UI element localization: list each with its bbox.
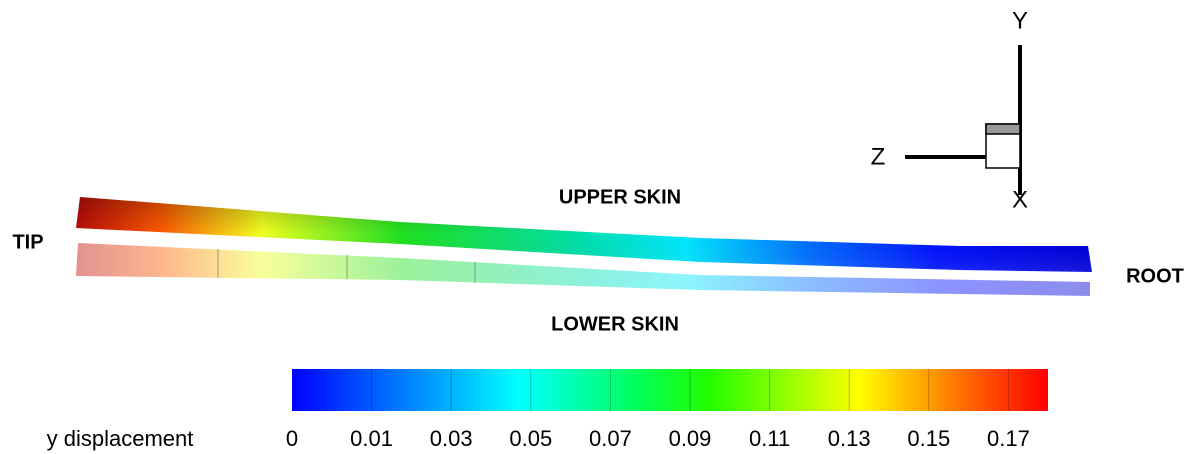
colorbar (292, 369, 1048, 411)
upper-skin-label: UPPER SKIN (559, 186, 681, 208)
colorbar-tick-label: 0.01 (350, 426, 393, 451)
colorbar-tick-label: 0.05 (509, 426, 552, 451)
colorbar-tick-label: 0.17 (987, 426, 1030, 451)
colorbar-tick-label: 0 (286, 426, 298, 451)
colorbar-tick-label: 0.03 (430, 426, 473, 451)
colorbar-tick-label: 0.13 (828, 426, 871, 451)
axis-x: X (1012, 186, 1028, 213)
axis-y: Y (1012, 7, 1028, 34)
colorbar-tick-label: 0.09 (669, 426, 712, 451)
colorbar-label: y displacement (47, 426, 194, 451)
lower-skin-label: LOWER SKIN (551, 313, 679, 335)
axis-z: Z (871, 143, 886, 170)
root-label: ROOT (1126, 265, 1184, 287)
colorbar-tick-label: 0.15 (907, 426, 950, 451)
axis-triad (905, 45, 1020, 195)
figure: Y Z X TIP ROOT UPPER SKIN LOWER SKIN y d… (0, 0, 1200, 454)
colorbar-tick-label: 0.07 (589, 426, 632, 451)
colorbar-tick-label: 0.11 (749, 426, 790, 451)
tip-label: TIP (12, 231, 43, 253)
